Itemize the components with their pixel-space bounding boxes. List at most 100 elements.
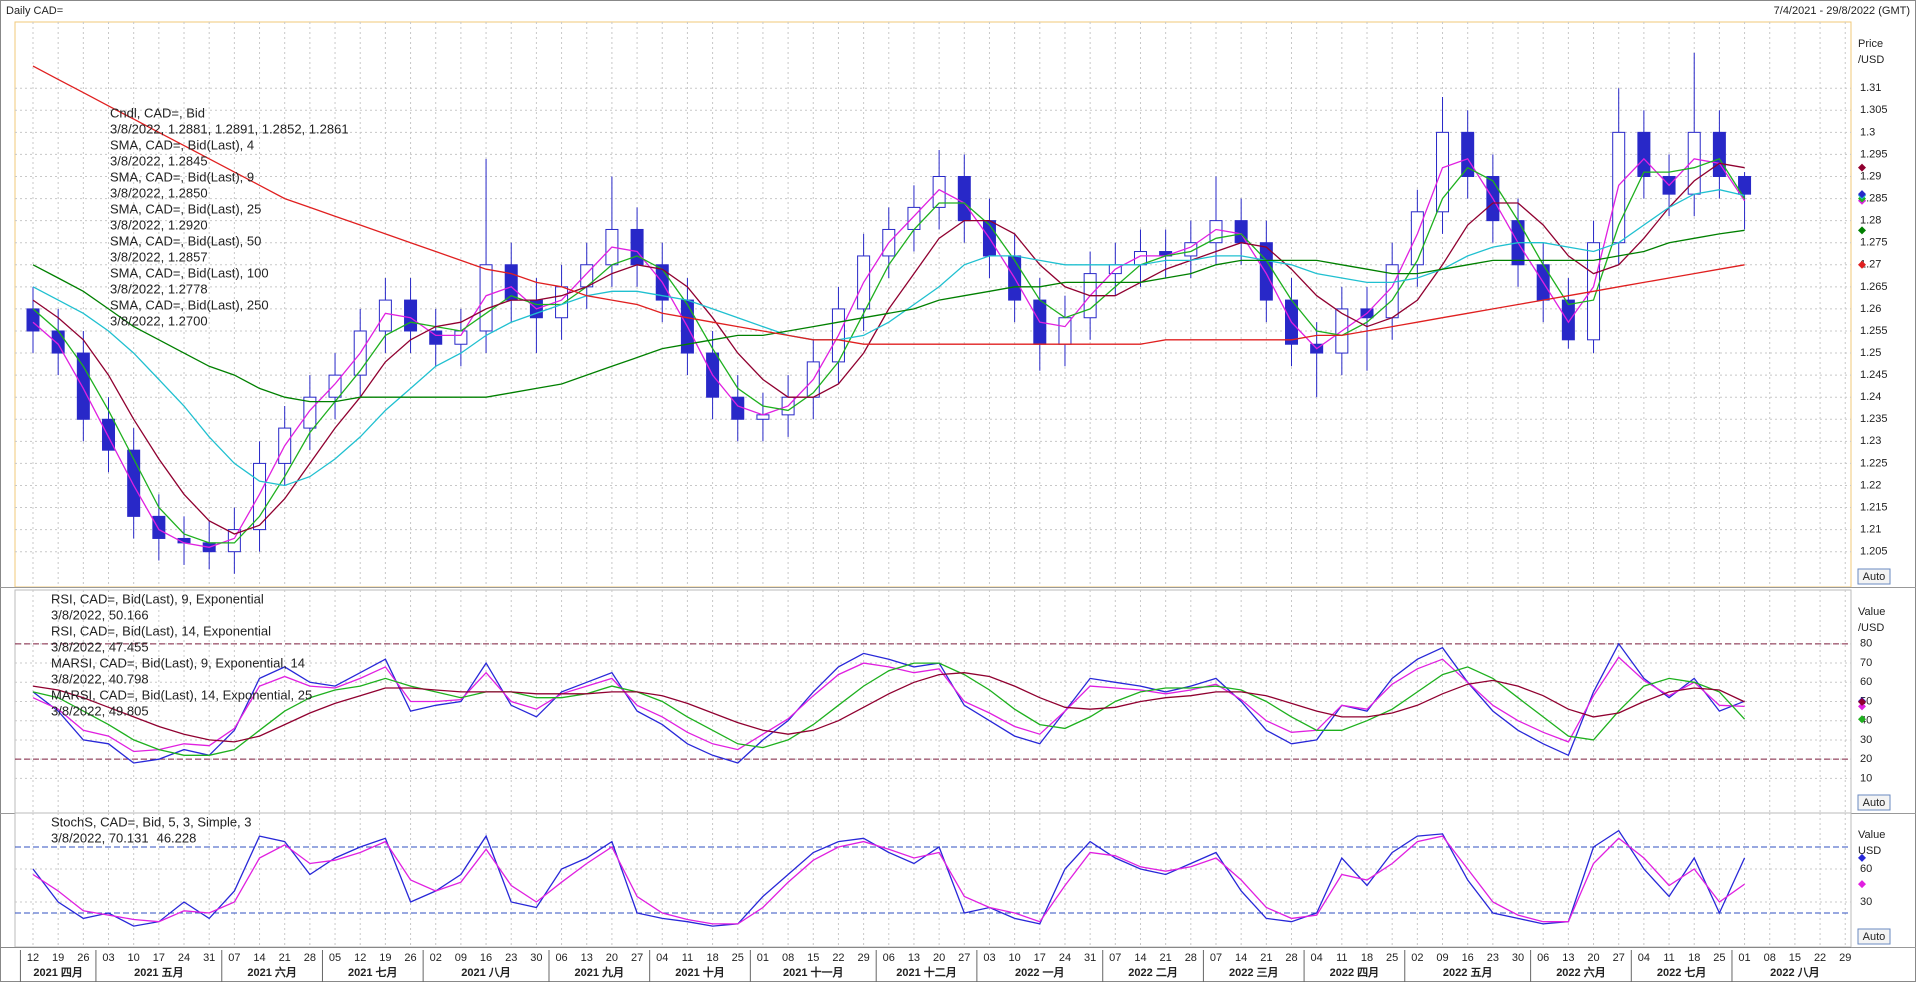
x-tick-label: 13 bbox=[581, 952, 593, 964]
x-tick-label: 27 bbox=[1613, 952, 1625, 964]
candle-body bbox=[303, 396, 317, 429]
x-tick-label: 09 bbox=[455, 952, 467, 964]
month-label: 2021 十二月 bbox=[896, 965, 957, 979]
x-tick-label: 18 bbox=[1688, 952, 1700, 964]
candle-body bbox=[1461, 131, 1475, 177]
month-label: 2022 七月 bbox=[1657, 965, 1707, 979]
series-line bbox=[32, 162, 1745, 535]
last-value-marker bbox=[1858, 702, 1866, 711]
x-tick-label: 02 bbox=[430, 952, 442, 964]
series-line bbox=[32, 229, 1745, 403]
last-value-marker bbox=[1858, 880, 1866, 889]
x-tick-label: 06 bbox=[883, 952, 895, 964]
y-tick-label: 30 bbox=[1860, 896, 1872, 908]
candle-body bbox=[253, 462, 267, 531]
month-label: 2022 六月 bbox=[1556, 965, 1606, 979]
auto-button[interactable] bbox=[1857, 928, 1891, 945]
x-tick-label: 02 bbox=[1411, 952, 1423, 964]
x-tick-label: 28 bbox=[1285, 952, 1297, 964]
x-tick-label: 26 bbox=[77, 952, 89, 964]
x-tick-label: 23 bbox=[505, 952, 517, 964]
series-line bbox=[32, 642, 1745, 764]
axis-label: Price bbox=[1858, 38, 1883, 50]
x-tick-label: 31 bbox=[203, 952, 215, 964]
series-line bbox=[32, 662, 1746, 756]
legend-name: MARSI, CAD=, Bid(Last), 14, Exponential,… bbox=[51, 687, 312, 702]
candle-body bbox=[1410, 211, 1424, 266]
y-tick-label: 20 bbox=[1860, 753, 1872, 765]
month-label: 2022 三月 bbox=[1229, 966, 1279, 979]
legend-value: 3/8/2022, 1.2700 bbox=[110, 313, 208, 328]
month-label: 2021 十月 bbox=[675, 965, 725, 979]
series-line bbox=[32, 656, 1745, 753]
x-tick-label: 26 bbox=[404, 952, 416, 964]
x-tick-label: 18 bbox=[1361, 952, 1373, 964]
y-tick-label: 1.26 bbox=[1860, 303, 1881, 315]
series-line bbox=[32, 835, 1745, 925]
x-tick-label: 01 bbox=[1738, 952, 1750, 964]
x-tick-label: 14 bbox=[253, 952, 265, 964]
candle-body bbox=[378, 299, 392, 332]
legend-name: MARSI, CAD=, Bid(Last), 9, Exponential, … bbox=[51, 655, 305, 670]
window-title: Daily CAD= bbox=[6, 5, 63, 17]
month-label: 2022 一月 bbox=[1015, 966, 1065, 979]
x-tick-label: 14 bbox=[1134, 952, 1146, 964]
legend-name: StochS, CAD=, Bid, 5, 3, Simple, 3 bbox=[51, 814, 252, 829]
candle-body bbox=[957, 175, 971, 222]
last-value-marker bbox=[1858, 715, 1866, 724]
legend-name: Cndl, CAD=, Bid bbox=[110, 105, 205, 120]
series-line bbox=[32, 189, 1745, 487]
x-tick-label: 14 bbox=[1235, 952, 1247, 964]
x-tick-label: 03 bbox=[983, 952, 995, 964]
axis-label: Value bbox=[1858, 606, 1885, 618]
x-tick-label: 29 bbox=[857, 952, 869, 964]
y-tick-label: 1.295 bbox=[1860, 148, 1888, 160]
y-tick-label: 1.31 bbox=[1860, 82, 1881, 94]
x-tick-label: 24 bbox=[178, 952, 190, 964]
y-tick-label: 1.285 bbox=[1860, 192, 1888, 204]
month-label: 2021 五月 bbox=[134, 966, 184, 979]
x-tick-label: 11 bbox=[1336, 952, 1347, 964]
month-label: 2021 四月 bbox=[33, 966, 83, 979]
last-value-marker bbox=[1858, 260, 1866, 269]
panel: 1.205 1.21 1.215 1.22 1.225 1.23 1.235 1.24 1.24… bbox=[0, 21, 1916, 588]
legend-name: SMA, CAD=, Bid(Last), 9 bbox=[110, 169, 254, 184]
candle-body bbox=[630, 228, 644, 266]
x-tick-label: 25 bbox=[1386, 952, 1398, 964]
auto-label[interactable]: Auto bbox=[1863, 571, 1886, 583]
candle-body bbox=[1561, 299, 1575, 341]
x-tick-label: 10 bbox=[1009, 952, 1021, 964]
auto-button[interactable] bbox=[1857, 794, 1891, 811]
legend-name: SMA, CAD=, Bid(Last), 50 bbox=[110, 233, 261, 248]
auto-label[interactable]: Auto bbox=[1863, 797, 1886, 809]
candle-body bbox=[51, 330, 65, 354]
month-label: 2021 七月 bbox=[348, 965, 398, 979]
x-tick-label: 19 bbox=[379, 952, 391, 964]
auto-label[interactable]: Auto bbox=[1863, 931, 1886, 943]
x-tick-label: 07 bbox=[228, 952, 240, 964]
last-value-marker bbox=[1858, 190, 1866, 199]
y-tick-label: 1.21 bbox=[1860, 524, 1881, 536]
x-tick-label: 04 bbox=[1638, 952, 1650, 964]
candle-body bbox=[932, 175, 946, 208]
y-tick-label: 10 bbox=[1860, 772, 1872, 784]
y-tick-label: 70 bbox=[1860, 657, 1872, 669]
legend-value: 3/8/2022, 1.2845 bbox=[110, 153, 208, 168]
auto-button[interactable] bbox=[1857, 568, 1891, 585]
legend-value: 3/8/2022, 49.805 bbox=[51, 703, 149, 718]
panel-frame bbox=[14, 812, 1852, 948]
legend-name: RSI, CAD=, Bid(Last), 9, Exponential bbox=[51, 591, 264, 606]
x-tick-label: 13 bbox=[1562, 952, 1574, 964]
candle-body bbox=[1436, 131, 1450, 213]
x-tick-label: 12 bbox=[354, 952, 366, 964]
series-line bbox=[32, 672, 1745, 743]
x-tick-label: 29 bbox=[1839, 952, 1851, 964]
legend-name: SMA, CAD=, Bid(Last), 100 bbox=[110, 265, 269, 280]
x-tick-label: 15 bbox=[1789, 952, 1801, 964]
x-tick-label: 31 bbox=[1084, 952, 1096, 964]
x-tick-label: 04 bbox=[1311, 952, 1323, 964]
x-tick-label: 22 bbox=[1814, 952, 1826, 964]
x-tick-label: 21 bbox=[1160, 952, 1172, 964]
y-tick-label: 1.265 bbox=[1860, 281, 1888, 293]
month-label: 2022 五月 bbox=[1443, 966, 1493, 979]
